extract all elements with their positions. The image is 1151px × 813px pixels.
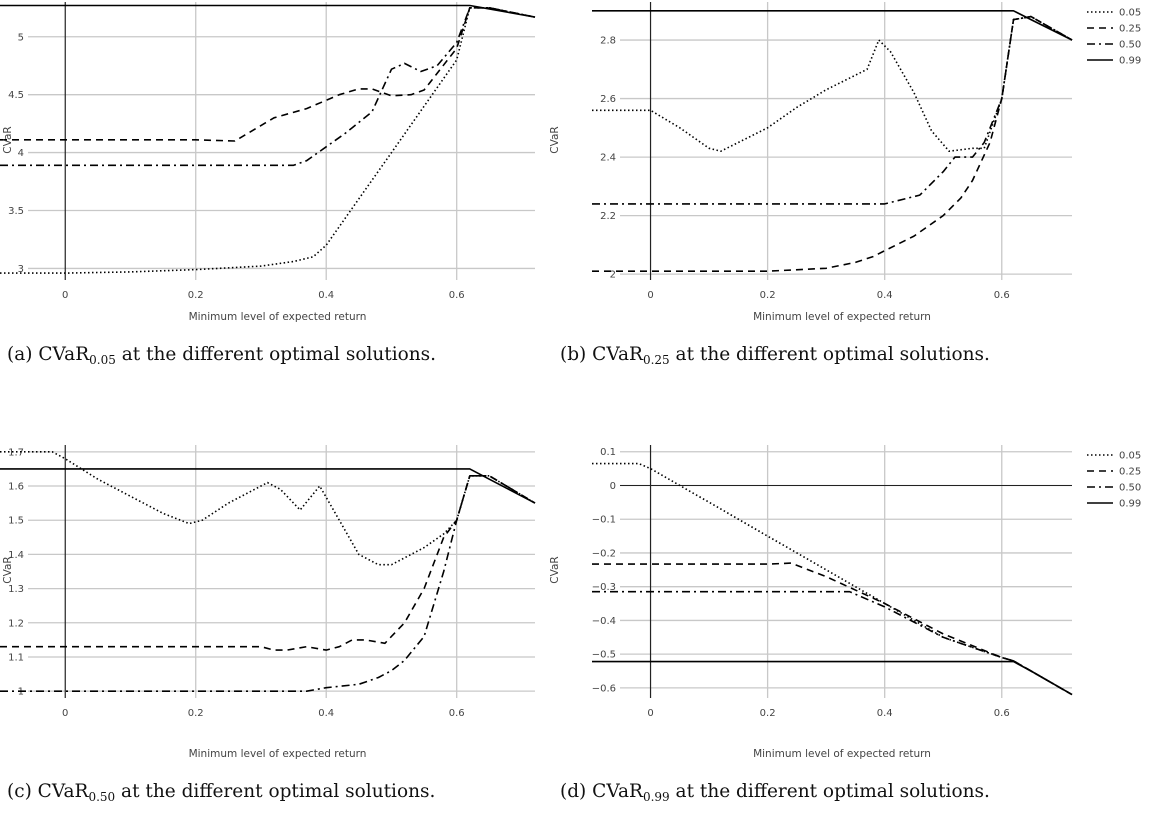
x-tick-label: 0.4 (877, 708, 893, 719)
x-axis-title: Minimum level of expected return (753, 311, 931, 323)
chart-panel-2: 2 2.2 2.4 2.6 2.8 0 0.2 0.4 0.6 Minimum level of … (549, 2, 1141, 367)
x-axis-title: Minimum level of expected return (189, 311, 367, 323)
y-tick-label: 1.3 (8, 584, 24, 595)
y-tick-label: 1.6 (8, 482, 24, 493)
y-tick-label: 1.4 (8, 550, 24, 561)
y-tick-label: 2 (610, 270, 616, 281)
y-tick-label: −0.6 (592, 683, 616, 694)
x-axis-title: Minimum level of expected return (753, 748, 931, 760)
y-tick-label: 4.5 (8, 90, 24, 101)
y-tick-label: 0 (610, 481, 616, 492)
y-tick-label: 3.5 (8, 206, 24, 217)
y-tick-label: 2.8 (600, 36, 616, 47)
x-tick-label: 0 (647, 290, 653, 301)
figure-caption: (a) CVaR0.05 at the different optimal so… (7, 344, 436, 367)
chart-panel-4: 0.1 0 −0.1 −0.2 −0.3 −0.4 −0.5 −0.6 0 0.2 0.4 0.6 Mi… (549, 445, 1141, 804)
legend-label: 0.25 (1119, 467, 1141, 478)
y-tick-label: 2.6 (600, 94, 616, 105)
series-line-solid (592, 660, 1073, 696)
chart-panel-3: 1 1.1 1.2 1.3 1.4 1.5 1.6 1.7 0 0.2 0.4 0.6 Minimum … (0, 445, 536, 804)
series-line-solid (0, 468, 536, 504)
legend-label: 0.05 (1119, 451, 1141, 462)
x-tick-label: 0.6 (994, 290, 1010, 301)
legend-label: 0.50 (1119, 40, 1141, 51)
y-tick-label: 2.4 (600, 153, 616, 164)
x-tick-label: 0.6 (449, 708, 465, 719)
x-tick-label: 0.6 (994, 708, 1010, 719)
x-tick-label: 0.4 (318, 708, 334, 719)
figure-caption: (c) CVaR0.50 at the different optimal so… (7, 781, 435, 804)
series-line-dashed (592, 15, 1073, 272)
y-tick-label: 2.2 (600, 211, 616, 222)
series-line-dashdot (0, 475, 536, 692)
series-line-dashdot (0, 7, 536, 167)
x-tick-label: 0.2 (188, 290, 204, 301)
figure-caption: (b) CVaR0.25 at the different optimal so… (560, 344, 990, 367)
chart-panel-1: 3 3.5 4 4.5 5 0 0.2 0.4 0.6 Minimum level of expe… (0, 2, 536, 367)
y-tick-label: 1 (18, 687, 24, 698)
y-tick-label: 0.1 (600, 447, 616, 458)
y-tick-label: −0.2 (592, 548, 616, 559)
series-line-dotted (592, 462, 1073, 696)
series-line-solid (592, 10, 1073, 41)
figure-caption: (d) CVaR0.99 at the different optimal so… (560, 781, 990, 804)
y-axis-title: CVaR (2, 126, 14, 153)
series-line-dotted (0, 7, 536, 274)
y-tick-label: 4 (18, 148, 24, 159)
y-axis-title: CVaR (549, 556, 561, 583)
legend-label: 0.99 (1119, 499, 1141, 510)
y-tick-label: 5 (18, 32, 24, 43)
y-tick-label: 3 (18, 264, 24, 275)
series-line-dotted (592, 15, 1073, 152)
y-tick-label: 1.5 (8, 516, 24, 527)
series-line-dashed (592, 562, 1073, 696)
series-line-solid (0, 4, 536, 18)
x-tick-label: 0.6 (449, 290, 465, 301)
x-axis-title: Minimum level of expected return (189, 748, 367, 760)
y-tick-label: −0.4 (592, 616, 616, 627)
y-tick-label: −0.5 (592, 650, 616, 661)
x-tick-label: 0 (62, 290, 68, 301)
x-tick-label: 0.4 (318, 290, 334, 301)
legend-label: 0.25 (1119, 24, 1141, 35)
x-tick-label: 0 (647, 708, 653, 719)
x-tick-label: 0.2 (188, 708, 204, 719)
x-tick-label: 0.2 (760, 290, 776, 301)
y-axis-title: CVaR (549, 126, 561, 153)
series-line-dashdot (592, 15, 1073, 205)
x-tick-label: 0 (62, 708, 68, 719)
y-axis-title: CVaR (2, 556, 14, 583)
series-line-dashdot (592, 590, 1073, 696)
legend-label: 0.50 (1119, 483, 1141, 494)
legend-label: 0.99 (1119, 56, 1141, 67)
y-tick-label: 1.2 (8, 618, 24, 629)
series-line-dashed (0, 7, 536, 142)
y-tick-label: 1.1 (8, 652, 24, 663)
y-tick-label: −0.3 (592, 582, 616, 593)
x-tick-label: 0.4 (877, 290, 893, 301)
legend-label: 0.05 (1119, 8, 1141, 19)
series-line-dashed (0, 475, 536, 651)
x-tick-label: 0.2 (760, 708, 776, 719)
y-tick-label: 1.7 (8, 447, 24, 458)
y-tick-label: −0.1 (592, 515, 616, 526)
